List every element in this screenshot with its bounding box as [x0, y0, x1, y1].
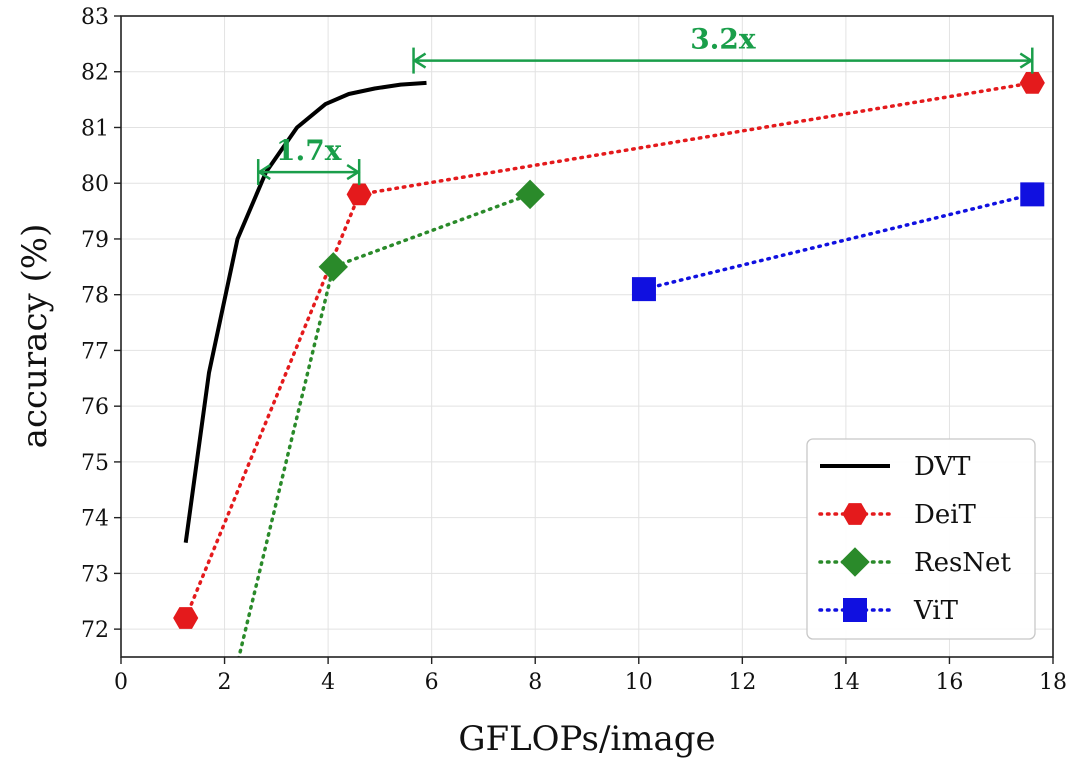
annotation-arrowhead-right: [1019, 52, 1034, 69]
resnet-point: [515, 179, 545, 210]
y-tick-label: 76: [81, 395, 109, 420]
legend-entry-dvt: DVT: [820, 452, 971, 482]
y-tick-label: 73: [81, 562, 109, 587]
y-tick-label: 78: [81, 284, 109, 309]
legend: DVT DeiT ResNet ViT: [806, 438, 1036, 640]
x-tick-label: 2: [218, 670, 232, 695]
annotation-1: 1.7x: [256, 134, 361, 186]
x-tick-label: 16: [935, 670, 963, 695]
legend-label: ResNet: [914, 548, 1011, 578]
annotation-arrowhead-left: [256, 164, 271, 181]
x-tick-label: 10: [625, 670, 653, 695]
x-axis-title: GFLOPs/image: [458, 719, 715, 759]
vit-point: [1020, 182, 1045, 207]
legend-swatch-marker: [840, 547, 870, 577]
y-tick-label: 79: [81, 228, 109, 253]
annotation-arrowhead-right: [346, 164, 361, 181]
legend-entry-deit: DeiT: [818, 500, 977, 530]
legend-swatch-marker: [842, 503, 868, 525]
series-layer: [173, 72, 1045, 657]
series-vit: [631, 182, 1045, 302]
legend-entry-vit: ViT: [818, 596, 959, 626]
resnet-point: [318, 252, 348, 282]
dvt-line: [183, 80, 427, 543]
x-tick-label: 6: [425, 670, 439, 695]
deit-point: [1019, 72, 1045, 94]
legend-label: DVT: [914, 452, 971, 482]
y-tick-label: 82: [81, 61, 109, 86]
y-tick-label: 80: [81, 172, 109, 197]
legend-label: ViT: [913, 596, 959, 626]
legend-entry-resnet: ResNet: [818, 547, 1011, 578]
annotation-2: 3.2x: [412, 23, 1034, 74]
legend-swatch-marker: [843, 598, 867, 622]
series-dvt: [183, 80, 427, 543]
annotation-label: 3.2x: [690, 23, 756, 56]
y-tick-label: 81: [81, 116, 109, 141]
ticks: 0 2 4 6 8 10 12 14 16 18 72 73 74 75 76 77 78 79 80 81 82 83: [81, 5, 1067, 695]
y-tick-label: 72: [81, 618, 109, 643]
deit-point: [346, 183, 372, 206]
plot-frame: [120, 15, 1054, 658]
vit-point: [631, 277, 656, 302]
y-tick-label: 83: [81, 5, 109, 30]
annotations: 1.7x 3.2x: [256, 23, 1034, 186]
legend-label: DeiT: [914, 500, 977, 530]
resnet-line: [237, 192, 532, 657]
series-deit: [173, 72, 1045, 629]
deit-point: [173, 607, 199, 629]
x-tick-label: 12: [728, 670, 756, 695]
x-tick-label: 4: [321, 670, 335, 695]
x-tick-label: 14: [832, 670, 860, 695]
legend-box: [806, 438, 1036, 640]
y-tick-label: 74: [81, 507, 109, 532]
annotation-arrowhead-left: [412, 52, 427, 69]
x-tick-label: 8: [528, 670, 542, 695]
series-resnet: [237, 179, 545, 657]
annotation-label: 1.7x: [276, 134, 342, 167]
y-tick-label: 75: [81, 451, 109, 476]
y-tick-label: 77: [81, 339, 109, 364]
vit-line: [642, 192, 1035, 291]
x-tick-label: 18: [1039, 670, 1067, 695]
y-axis-title: accuracy (%): [15, 224, 55, 449]
x-tick-label: 0: [114, 670, 128, 695]
